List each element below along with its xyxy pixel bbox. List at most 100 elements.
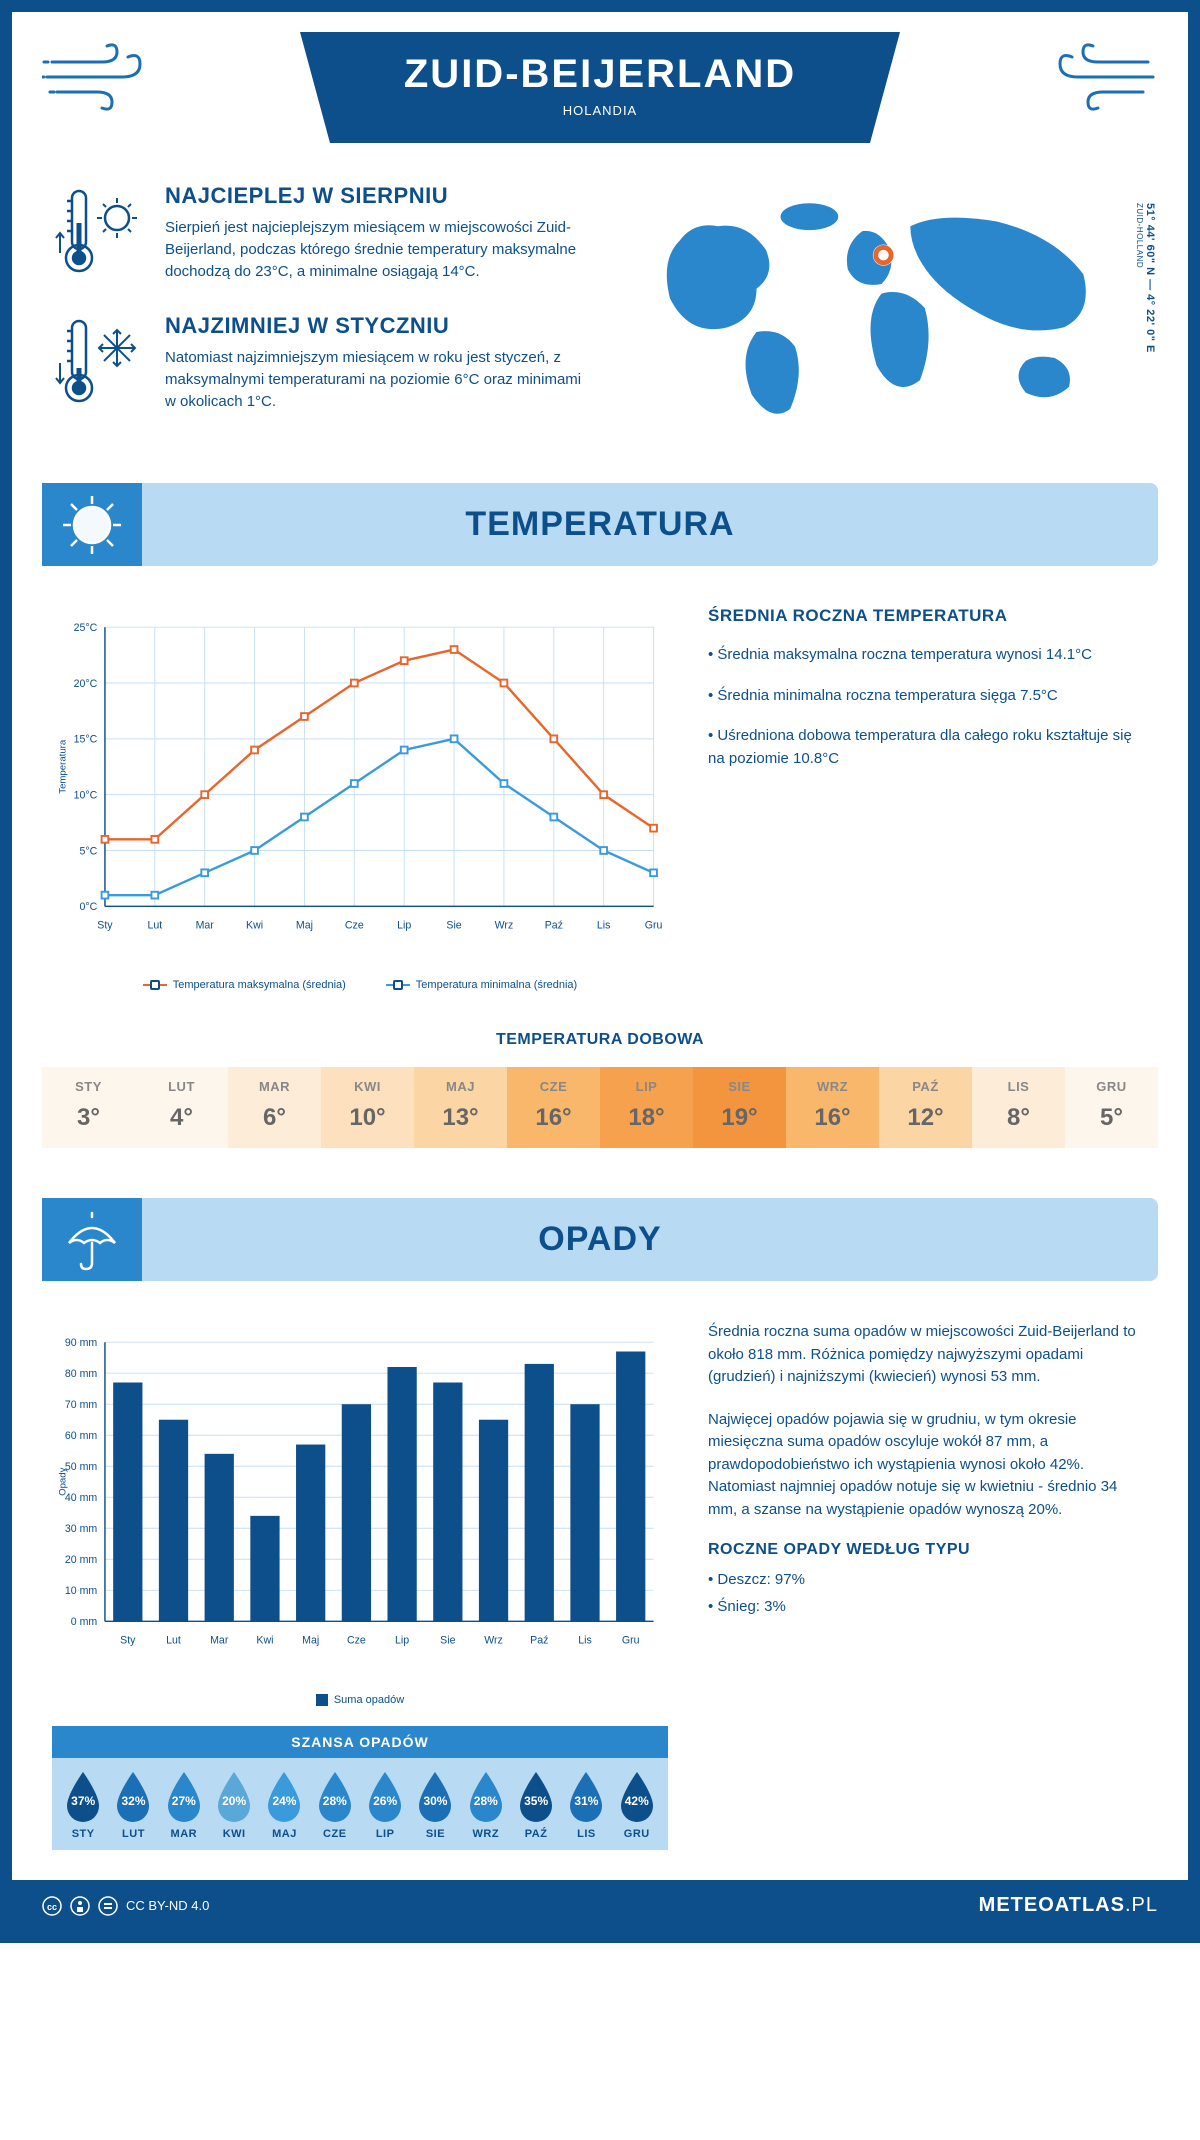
svg-text:Maj: Maj	[296, 919, 313, 931]
chance-value: 27%	[172, 1794, 196, 1808]
svg-text:Sty: Sty	[97, 919, 113, 931]
svg-text:Mar: Mar	[210, 1634, 229, 1646]
daily-month-label: LIP	[600, 1079, 693, 1094]
chance-month-label: PAŹ	[511, 1828, 561, 1840]
temperature-summary-text: ŚREDNIA ROCZNA TEMPERATURA • Średnia mak…	[708, 606, 1148, 991]
infographic-page: ZUID-BEIJERLAND HOLANDIA	[0, 0, 1200, 1943]
daily-temp-cell: WRZ16°	[786, 1067, 879, 1148]
avg-temp-heading: ŚREDNIA ROCZNA TEMPERATURA	[708, 606, 1148, 626]
license-text: CC BY-ND 4.0	[126, 1898, 209, 1913]
precipitation-summary-text: Średnia roczna suma opadów w miejscowośc…	[708, 1321, 1148, 1850]
svg-text:Sie: Sie	[446, 919, 461, 931]
chance-cell: 32% LUT	[108, 1770, 158, 1840]
chance-month-label: KWI	[209, 1828, 259, 1840]
daily-month-label: CZE	[507, 1079, 600, 1094]
chance-value: 31%	[574, 1794, 598, 1808]
svg-text:Kwi: Kwi	[256, 1634, 273, 1646]
umbrella-icon	[42, 1198, 142, 1281]
daily-temp-value: 16°	[786, 1104, 879, 1132]
precip-chart-legend: Suma opadów	[52, 1694, 668, 1706]
temperature-body: 0°C5°C10°C15°C20°C25°CStyLutMarKwiMajCze…	[12, 606, 1188, 1021]
raindrop-icon: 28%	[465, 1770, 507, 1822]
daily-temp-cell: LIP 18°	[600, 1067, 693, 1148]
daily-month-label: SIE	[693, 1079, 786, 1094]
chance-value: 20%	[222, 1794, 246, 1808]
location-title: ZUID-BEIJERLAND	[380, 52, 820, 97]
avg-temp-bullet: • Średnia minimalna roczna temperatura s…	[708, 685, 1148, 708]
daily-temp-cell: PAŹ12°	[879, 1067, 972, 1148]
temperature-section-banner: TEMPERATURA	[42, 483, 1158, 566]
raindrop-icon: 30%	[414, 1770, 456, 1822]
site-brand: METEOATLAS.PL	[979, 1894, 1158, 1917]
chance-value: 37%	[71, 1794, 95, 1808]
daily-month-label: MAJ	[414, 1079, 507, 1094]
intro-text-column: NAJCIEPLEJ W SIERPNIU Sierpień jest najc…	[52, 183, 585, 443]
chance-title: SZANSA OPADÓW	[52, 1726, 668, 1758]
raindrop-icon: 37%	[62, 1770, 104, 1822]
chance-month-label: GRU	[612, 1828, 662, 1840]
daily-temp-value: 5°	[1065, 1104, 1158, 1132]
temperature-line-chart: 0°C5°C10°C15°C20°C25°CStyLutMarKwiMajCze…	[52, 606, 668, 991]
svg-text:Gru: Gru	[645, 919, 663, 931]
coordinates-label: 51° 44' 60" N — 4° 22' 0" E ZUID-HOLLAND	[1135, 203, 1156, 353]
svg-text:25°C: 25°C	[74, 622, 98, 634]
daily-temp-cell: KWI10°	[321, 1067, 414, 1148]
svg-text:0°C: 0°C	[79, 901, 97, 913]
svg-text:90 mm: 90 mm	[65, 1337, 98, 1349]
country-subtitle: HOLANDIA	[380, 103, 820, 118]
chance-value: 35%	[524, 1794, 548, 1808]
chance-cell: 20% KWI	[209, 1770, 259, 1840]
chance-cell: 35% PAŹ	[511, 1770, 561, 1840]
chance-cell: 28% WRZ	[461, 1770, 511, 1840]
svg-text:Kwi: Kwi	[246, 919, 263, 931]
svg-text:20 mm: 20 mm	[65, 1554, 98, 1566]
svg-text:10 mm: 10 mm	[65, 1585, 98, 1597]
chance-value: 24%	[272, 1794, 296, 1808]
daily-temp-cell: STY3°	[42, 1067, 135, 1148]
daily-temp-cell: MAJ13°	[414, 1067, 507, 1148]
chance-cell: 31% LIS	[561, 1770, 611, 1840]
daily-temp-cell: LIS8°	[972, 1067, 1065, 1148]
warmest-title: NAJCIEPLEJ W SIERPNIU	[165, 183, 585, 209]
precip-paragraph: Najwięcej opadów pojawia się w grudniu, …	[708, 1409, 1148, 1522]
footer: cc CC BY-ND 4.0 METEOATLAS.PL	[12, 1880, 1188, 1931]
svg-text:Wrz: Wrz	[484, 1634, 503, 1646]
avg-temp-bullet: • Uśredniona dobowa temperatura dla całe…	[708, 725, 1148, 770]
coldest-block: NAJZIMNIEJ W STYCZNIU Natomiast najzimni…	[52, 313, 585, 413]
title-banner: ZUID-BEIJERLAND HOLANDIA	[300, 32, 900, 143]
wind-icon	[42, 42, 162, 117]
nd-icon	[98, 1896, 118, 1916]
warmest-block: NAJCIEPLEJ W SIERPNIU Sierpień jest najc…	[52, 183, 585, 283]
coldest-text: Natomiast najzimniejszym miesiącem w rok…	[165, 347, 585, 412]
daily-month-label: GRU	[1065, 1079, 1158, 1094]
raindrop-icon: 35%	[515, 1770, 557, 1822]
chance-row: 37% STY 32% LUT 27% MAR 20% KWI 24% MAJ …	[52, 1758, 668, 1850]
coldest-title: NAJZIMNIEJ W STYCZNIU	[165, 313, 585, 339]
chance-month-label: SIE	[410, 1828, 460, 1840]
svg-text:15°C: 15°C	[74, 734, 98, 746]
chance-month-label: LUT	[108, 1828, 158, 1840]
svg-text:70 mm: 70 mm	[65, 1399, 98, 1411]
raindrop-icon: 31%	[565, 1770, 607, 1822]
daily-temp-value: 6°	[228, 1104, 321, 1132]
daily-temp-value: 4°	[135, 1104, 228, 1132]
svg-text:60 mm: 60 mm	[65, 1430, 98, 1442]
svg-text:80 mm: 80 mm	[65, 1368, 98, 1380]
daily-temp-cell: GRU 5°	[1065, 1067, 1158, 1148]
chance-month-label: CZE	[310, 1828, 360, 1840]
daily-temp-cell: CZE 16°	[507, 1067, 600, 1148]
license-block: cc CC BY-ND 4.0	[42, 1896, 209, 1916]
svg-text:Lip: Lip	[397, 919, 411, 931]
precipitation-section-banner: OPADY	[42, 1198, 1158, 1281]
svg-text:Lip: Lip	[395, 1634, 409, 1646]
sun-icon	[42, 483, 142, 566]
svg-text:Paź: Paź	[530, 1634, 548, 1646]
chance-value: 28%	[474, 1794, 498, 1808]
svg-text:Temperatura: Temperatura	[57, 739, 68, 794]
precip-paragraph: Średnia roczna suma opadów w miejscowośc…	[708, 1321, 1148, 1389]
daily-temp-value: 18°	[600, 1104, 693, 1132]
precipitation-bar-chart: 0 mm10 mm20 mm30 mm40 mm50 mm60 mm70 mm8…	[52, 1321, 668, 1681]
chance-value: 30%	[423, 1794, 447, 1808]
svg-text:cc: cc	[47, 1902, 57, 1912]
daily-temp-value: 16°	[507, 1104, 600, 1132]
